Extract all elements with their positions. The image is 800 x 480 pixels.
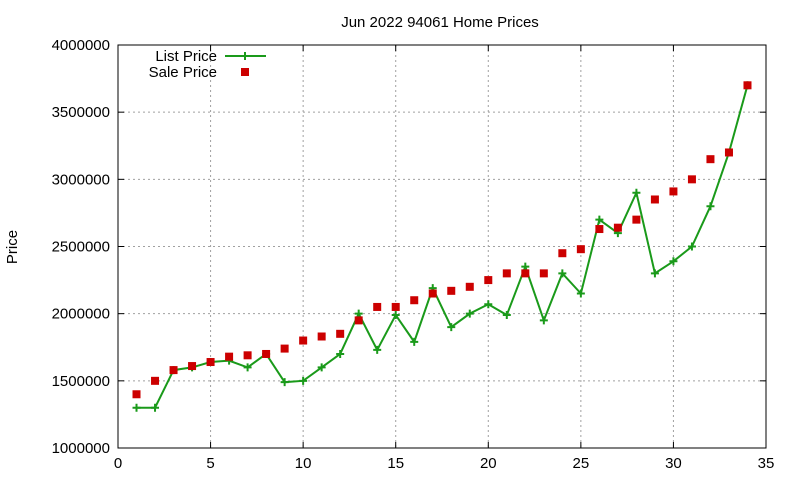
list-price-point [706, 202, 715, 211]
list-price-point [502, 311, 511, 320]
list-price-point [354, 309, 363, 318]
sale-price-point [743, 81, 752, 90]
sale-price-point [132, 390, 141, 399]
sale-price-point [151, 376, 160, 385]
list-price-point [539, 316, 548, 325]
x-tick-label: 20 [480, 455, 497, 472]
sale-price-point [502, 269, 511, 278]
list-price-line [136, 85, 749, 409]
sale-price-point [706, 155, 715, 164]
list-price-point [373, 345, 382, 354]
legend-marker-list-price [241, 52, 249, 60]
sale-price-point [262, 349, 271, 358]
legend-marker-sale-price [241, 68, 249, 76]
list-price-point [299, 376, 308, 385]
list-price-point [317, 363, 326, 372]
grid [118, 45, 766, 448]
list-price-point [484, 300, 493, 309]
sale-price-point [428, 289, 437, 298]
x-tick-label: 35 [758, 455, 775, 472]
sale-price-point [650, 195, 659, 204]
list-price-point [336, 349, 345, 358]
y-tick-label: 2000000 [52, 306, 110, 323]
list-price-point [650, 269, 659, 278]
sale-price-point [632, 215, 641, 224]
list-price-point [391, 311, 400, 320]
list-price-point [576, 289, 585, 298]
list-price-point [243, 363, 252, 372]
y-axis-label: Price [4, 230, 21, 264]
x-tick-label: 10 [295, 455, 312, 472]
y-tick-label: 1000000 [52, 440, 110, 457]
sale-price-point [484, 276, 493, 285]
sale-price-point [299, 336, 308, 345]
list-price-point [558, 269, 567, 278]
sale-price-point [188, 362, 197, 371]
x-tick-label: 25 [573, 455, 590, 472]
sale-price-point [595, 225, 604, 234]
y-tick-label: 3000000 [52, 171, 110, 188]
y-tick-label: 2500000 [52, 239, 110, 256]
list-price-point [465, 309, 474, 318]
sale-price-point [613, 223, 622, 232]
list-price-point [151, 403, 160, 412]
list-price-point [632, 188, 641, 197]
list-price-point [410, 337, 419, 346]
list-price-point [687, 242, 696, 251]
sale-price-point [576, 245, 585, 254]
series-group [132, 81, 752, 412]
x-tick-label: 0 [114, 455, 122, 472]
sale-price-point [280, 344, 289, 353]
y-tick-label: 1500000 [52, 373, 110, 390]
y-tick-label: 3500000 [52, 104, 110, 121]
sale-price-point [465, 282, 474, 291]
list-price-point [669, 257, 678, 266]
sale-price-point [724, 148, 733, 157]
list-price-point [521, 262, 530, 271]
chart-title: Jun 2022 94061 Home Prices [341, 14, 539, 31]
sale-price-point [243, 351, 252, 360]
x-tick-label: 15 [387, 455, 404, 472]
sale-price-point [539, 269, 548, 278]
y-tick-label: 4000000 [52, 37, 110, 54]
list-price-point [280, 378, 289, 387]
sale-price-point [391, 302, 400, 311]
x-tick-label: 30 [665, 455, 682, 472]
sale-price-point [169, 366, 178, 375]
list-price-point [447, 323, 456, 332]
sale-price-point [687, 175, 696, 184]
sale-price-point [521, 269, 530, 278]
sale-price-point [669, 187, 678, 196]
sale-price-point [336, 329, 345, 338]
list-price-point [595, 215, 604, 224]
legend-label-sale-price: Sale Price [149, 64, 217, 81]
axis-ticks: 0 5 10 15 20 25 30 35 1000000 1500000 2000000 25000… [52, 37, 775, 472]
sale-price-point [447, 286, 456, 295]
sale-price-point [354, 316, 363, 325]
legend-label-list-price: List Price [155, 48, 217, 65]
sale-price-point [410, 296, 419, 305]
x-tick-label: 5 [206, 455, 214, 472]
sale-price-point [225, 352, 234, 361]
list-price-point [132, 403, 141, 412]
sale-price-point [558, 249, 567, 258]
sale-price-point [206, 358, 215, 367]
sale-price-point [373, 302, 382, 311]
sale-price-point [317, 332, 326, 341]
series-2 [132, 81, 752, 399]
